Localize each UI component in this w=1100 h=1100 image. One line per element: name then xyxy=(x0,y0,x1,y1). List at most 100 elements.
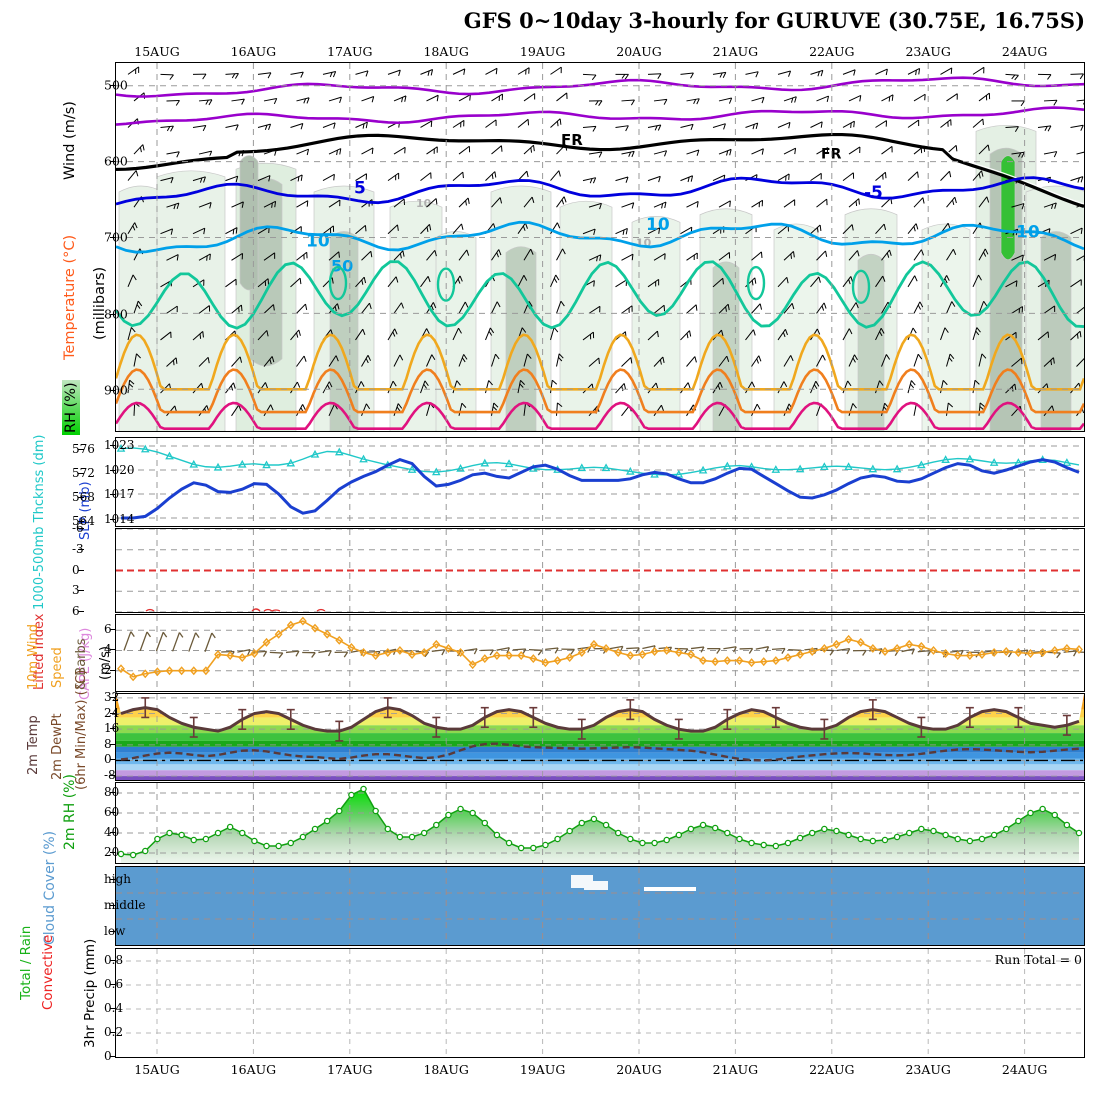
y-tick-label: 0 xyxy=(72,562,80,577)
y-tick-mark xyxy=(78,528,84,529)
y-tick-mark xyxy=(110,390,116,392)
axis-label-wind-speed: Speed xyxy=(50,647,65,688)
y-tick-mark xyxy=(78,521,84,522)
date-tick-label: 21AUG xyxy=(712,44,759,59)
panel-3hr-precip xyxy=(115,948,1085,1058)
axis-label-rh: RH (%) xyxy=(62,380,80,435)
page-title: GFS 0~10day 3-hourly for GURUVE (30.75E,… xyxy=(463,8,1085,33)
date-tick-label: 17AUG xyxy=(327,1062,373,1077)
svg-text:5: 5 xyxy=(354,179,366,199)
y-tick-label: 2 xyxy=(104,662,112,677)
y-tick-mark xyxy=(110,743,116,745)
y-tick-label: 1014 xyxy=(104,512,135,526)
date-tick-label: 20AUG xyxy=(616,1062,662,1077)
axis-label-wind: Wind (m/s) xyxy=(62,101,78,180)
svg-text:FR: FR xyxy=(561,131,583,149)
y-tick-mark xyxy=(110,931,116,932)
date-axis-top: 15AUG 16AUG 17AUG 18AUG 19AUG 20AUG 21AUG 22AUG… xyxy=(115,44,1085,62)
axis-label-cloud-cover: Cloud Cover (%) xyxy=(42,830,58,945)
panel-slp-thickness xyxy=(115,437,1085,527)
y-tick-label: 1020 xyxy=(104,463,135,477)
axis-label-2m-temp-units: (6hr Min/Max) (°C) xyxy=(74,669,89,790)
y-tick-label: -8 xyxy=(104,768,116,783)
date-tick-label: 22AUG xyxy=(809,1062,855,1077)
y-tick-mark xyxy=(110,1032,116,1033)
date-tick-label: 20AUG xyxy=(616,44,662,59)
axis-label-10m-wind-speed: 10m Wind xyxy=(26,623,41,690)
y-tick-mark xyxy=(110,237,116,239)
y-tick-mark xyxy=(110,161,116,163)
y-tick-mark xyxy=(78,548,84,550)
y-tick-label: 1023 xyxy=(104,438,135,452)
y-tick-mark xyxy=(110,696,116,698)
y-tick-label: middle xyxy=(104,898,146,912)
y-tick-mark xyxy=(110,1008,116,1009)
panel-2m-rh xyxy=(115,782,1085,864)
y-tick-mark xyxy=(110,313,116,315)
axis-label-2m-temp: 2m Temp xyxy=(26,715,41,775)
y-tick-mark xyxy=(110,445,116,447)
y-tick-label: 8 xyxy=(104,736,112,751)
svg-text:10: 10 xyxy=(1016,223,1040,243)
y-tick-mark xyxy=(110,852,116,853)
y-tick-mark xyxy=(110,832,116,833)
panel-2m-temp-dewpt xyxy=(115,693,1085,781)
y-tick-mark xyxy=(110,469,116,471)
y-tick-mark xyxy=(78,590,84,592)
axis-label-temperature: Temperature (°C) xyxy=(62,234,78,360)
y-tick-label: 1017 xyxy=(104,487,135,501)
panel-10m-wind xyxy=(115,614,1085,692)
y-tick-label: -3 xyxy=(72,541,84,556)
y-tick-mark xyxy=(110,494,116,496)
y-tick-label: 3 xyxy=(72,583,80,598)
date-tick-label: 18AUG xyxy=(423,44,469,59)
date-tick-label: 23AUG xyxy=(905,1062,951,1077)
axis-label-2m-dewpt: 2m DewPt xyxy=(50,713,65,780)
panel-lifted-index-cape xyxy=(115,528,1085,613)
y-tick-mark xyxy=(110,984,116,985)
axis-label-precip-convective: Convective xyxy=(40,934,56,1010)
svg-text:10: 10 xyxy=(646,215,670,235)
y-tick-mark xyxy=(110,960,116,961)
y-tick-label: 6 xyxy=(72,604,80,618)
y-tick-mark xyxy=(78,611,84,612)
y-tick-mark xyxy=(110,649,116,651)
svg-text:10: 10 xyxy=(416,197,432,210)
date-tick-label: 19AUG xyxy=(519,1062,566,1077)
y-tick-label: -6 xyxy=(72,521,84,535)
y-tick-label: high xyxy=(104,872,131,886)
run-total-label: Run Total = 0 xyxy=(994,952,1082,967)
y-tick-mark xyxy=(110,1056,116,1057)
y-tick-mark xyxy=(110,812,116,813)
y-tick-mark xyxy=(110,792,116,793)
date-tick-label: 24AUG xyxy=(1001,44,1048,59)
y-tick-mark xyxy=(78,497,84,498)
y-tick-mark xyxy=(110,629,116,631)
y-tick-mark xyxy=(110,775,116,777)
y-tick-mark xyxy=(78,569,84,571)
y-tick-mark xyxy=(110,669,116,671)
date-tick-label: 22AUG xyxy=(809,44,855,59)
date-tick-label: 19AUG xyxy=(519,44,566,59)
svg-text:FR: FR xyxy=(821,147,842,163)
y-tick-mark xyxy=(110,518,116,520)
y-tick-label: 4 xyxy=(104,642,112,657)
y-tick-label: 0 xyxy=(104,752,112,767)
svg-text:-5: -5 xyxy=(864,183,883,203)
axis-label-millibars: (millibars) xyxy=(92,266,108,340)
y-tick-mark xyxy=(110,879,116,880)
y-tick-label: 6 xyxy=(104,622,112,637)
y-tick-mark xyxy=(110,728,116,730)
date-axis-bottom: 15AUG 16AUG 17AUG 18AUG 19AUG 20AUG 21AUG 22AUG… xyxy=(115,1062,1085,1080)
axis-label-2m-rh: 2m RH (%) xyxy=(62,774,78,850)
y-tick-mark xyxy=(110,712,116,714)
y-tick-mark xyxy=(78,473,84,474)
panel-cloud-cover xyxy=(115,866,1085,946)
date-tick-label: 15AUG xyxy=(134,1062,180,1077)
y-tick-mark xyxy=(110,759,116,761)
y-tick-mark xyxy=(78,449,84,450)
date-tick-label: 16AUG xyxy=(230,1062,277,1077)
date-tick-label: 17AUG xyxy=(327,44,373,59)
y-tick-mark xyxy=(110,84,116,86)
axis-label-thickness: 1000-500mb Thcknss (dm) xyxy=(32,434,47,610)
